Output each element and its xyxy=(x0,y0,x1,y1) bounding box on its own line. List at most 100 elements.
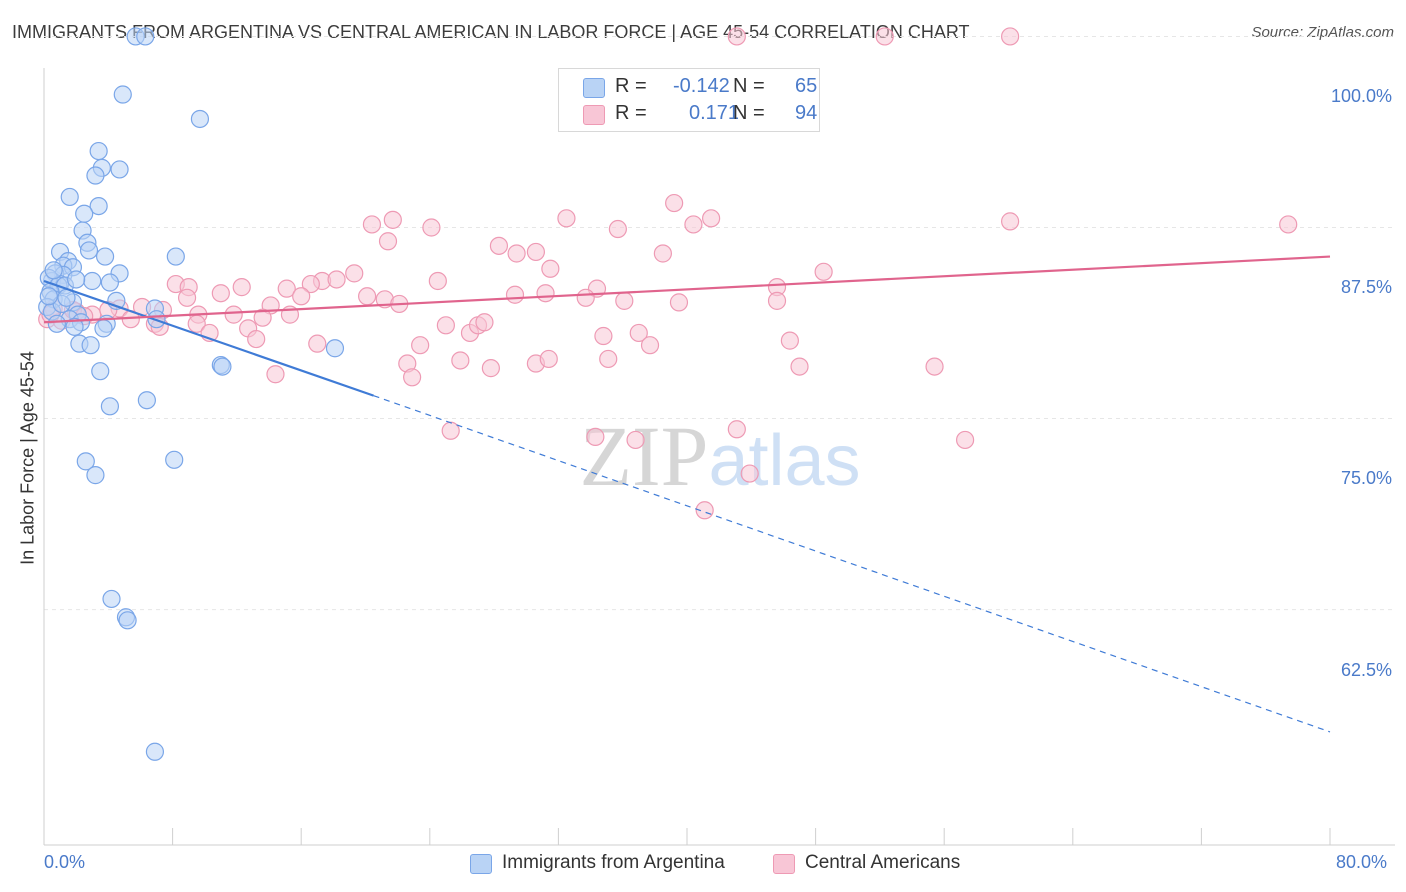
trend-lines xyxy=(43,255,1331,733)
point-central-americans xyxy=(526,242,545,262)
point-argentina xyxy=(91,362,110,381)
legend-label: Immigrants from Argentina xyxy=(502,852,725,873)
point-argentina xyxy=(65,317,84,336)
series-immigrants-from-argentina xyxy=(38,27,345,761)
point-central-americans xyxy=(481,359,500,378)
point-argentina xyxy=(83,271,102,291)
point-central-americans xyxy=(608,219,627,239)
point-argentina xyxy=(100,397,120,416)
point-argentina xyxy=(100,273,120,292)
point-central-americans xyxy=(428,271,447,291)
point-argentina xyxy=(95,247,115,266)
point-central-americans xyxy=(507,244,526,263)
point-central-americans xyxy=(308,334,327,353)
point-central-americans xyxy=(403,368,422,387)
point-central-americans xyxy=(1279,215,1298,234)
point-argentina xyxy=(67,270,86,289)
point-central-americans xyxy=(301,274,320,294)
point-argentina xyxy=(39,287,58,306)
point-central-americans xyxy=(626,430,645,450)
point-argentina xyxy=(136,27,155,46)
point-central-americans xyxy=(277,279,296,298)
point-central-americans xyxy=(594,326,613,346)
legend-label: Central Americans xyxy=(805,852,961,873)
point-central-americans xyxy=(599,349,618,369)
point-central-americans xyxy=(695,501,714,520)
stats-n-value: 94 xyxy=(795,102,818,124)
x-tick-max: 80.0% xyxy=(1336,852,1388,872)
point-central-americans xyxy=(727,27,746,46)
point-central-americans xyxy=(362,215,382,234)
point-central-americans xyxy=(475,313,494,332)
point-central-americans xyxy=(345,264,364,283)
point-central-americans xyxy=(383,210,402,229)
point-argentina xyxy=(89,141,108,161)
point-central-americans xyxy=(505,285,525,304)
stats-r-value: 0.171 xyxy=(689,102,740,124)
y-tick-75: 75.0% xyxy=(1340,468,1392,488)
stats-r-label: R = xyxy=(615,75,647,97)
point-central-americans xyxy=(576,288,595,307)
point-central-americans xyxy=(669,293,689,312)
trend-line-argentina-extrapolated xyxy=(373,395,1331,733)
point-central-americans xyxy=(211,284,230,303)
point-argentina xyxy=(94,319,113,338)
point-argentina xyxy=(76,452,95,471)
point-central-americans xyxy=(814,262,833,281)
point-central-americans xyxy=(665,193,684,213)
point-argentina xyxy=(79,241,99,260)
point-central-americans xyxy=(615,291,634,310)
point-argentina xyxy=(113,85,132,104)
legend-swatch-blue xyxy=(470,854,492,874)
stats-swatch-blue xyxy=(583,78,605,98)
point-argentina xyxy=(44,261,63,280)
point-central-americans xyxy=(586,427,605,446)
stats-swatch-pink xyxy=(583,105,605,125)
point-argentina xyxy=(86,466,105,485)
point-argentina xyxy=(110,160,129,179)
stats-n-value: 65 xyxy=(795,75,818,97)
point-central-americans xyxy=(247,329,266,349)
stats-n-label: N = xyxy=(733,75,765,97)
point-central-americans xyxy=(266,365,285,384)
point-central-americans xyxy=(232,278,251,297)
point-central-americans xyxy=(489,236,509,255)
watermark: ZIPatlas xyxy=(579,408,860,504)
point-argentina xyxy=(137,391,156,410)
point-central-americans xyxy=(539,349,558,369)
grid-lines xyxy=(44,35,1395,611)
point-central-americans xyxy=(451,351,470,370)
point-central-americans xyxy=(925,357,944,376)
correlation-stats-box: R = -0.142 N = 65 R = 0.171 N = 94 xyxy=(558,68,820,132)
point-argentina xyxy=(75,204,94,223)
point-argentina xyxy=(86,166,105,185)
y-axis-label: In Labor Force | Age 45-54 xyxy=(17,351,38,565)
point-central-americans xyxy=(536,284,555,303)
point-argentina xyxy=(89,196,108,216)
point-central-americans xyxy=(1001,27,1020,46)
legend-swatch-pink xyxy=(773,854,795,874)
point-argentina xyxy=(190,109,210,129)
point-central-americans xyxy=(653,244,672,263)
point-central-americans xyxy=(327,270,346,289)
point-argentina xyxy=(166,247,185,266)
point-central-americans xyxy=(629,323,648,343)
point-central-americans xyxy=(1001,212,1020,231)
point-central-americans xyxy=(541,259,560,278)
point-argentina xyxy=(165,450,184,469)
point-central-americans xyxy=(292,287,311,306)
point-central-americans xyxy=(875,27,894,46)
stats-n-label: N = xyxy=(733,102,765,124)
point-central-americans xyxy=(436,316,455,335)
point-argentina xyxy=(213,357,232,376)
point-central-americans xyxy=(702,209,721,228)
stats-r-label: R = xyxy=(615,102,647,124)
point-central-americans xyxy=(422,218,441,237)
point-central-americans xyxy=(790,357,809,376)
stats-r-value: -0.142 xyxy=(673,75,730,97)
x-tick-min: 0.0% xyxy=(44,852,86,872)
point-central-americans xyxy=(378,232,398,251)
point-argentina xyxy=(118,611,137,630)
y-tick-87-5: 87.5% xyxy=(1340,277,1392,297)
